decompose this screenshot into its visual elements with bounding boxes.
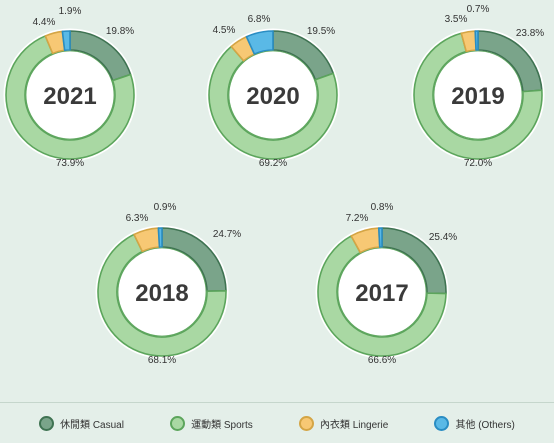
pct-label-others-2021: 1.9% <box>59 6 82 17</box>
year-label-2017: 2017 <box>355 280 408 307</box>
slice-sports-2017 <box>317 235 447 357</box>
pct-label-casual-2019: 23.8% <box>516 28 544 39</box>
pct-label-lingerie-2021: 4.4% <box>33 17 56 28</box>
pct-label-lingerie-2019: 3.5% <box>445 14 468 25</box>
pct-label-others-2018: 0.9% <box>154 202 177 213</box>
donut-center <box>117 247 207 337</box>
pct-label-casual-2018: 24.7% <box>213 229 241 240</box>
donut-center <box>433 50 523 140</box>
year-label-2021: 2021 <box>43 83 96 110</box>
donut-center <box>25 50 115 140</box>
legend-item-lingerie: 內衣類 Lingerie <box>298 416 389 431</box>
year-label-2019: 2019 <box>451 83 504 110</box>
legend-divider <box>0 402 554 403</box>
pct-label-sports-2019: 72.0% <box>464 158 492 169</box>
slice-others-2021 <box>61 30 71 52</box>
year-label-2020: 2020 <box>246 83 299 110</box>
legend-swatch-sports <box>170 416 186 431</box>
pct-label-others-2020: 6.8% <box>248 14 271 25</box>
pct-label-casual-2020: 19.5% <box>307 26 335 37</box>
slice-others-2018 <box>157 227 163 248</box>
slice-others-2020 <box>245 30 274 55</box>
pct-label-others-2019: 0.7% <box>467 4 490 15</box>
legend-label-sports: 運動類 Sports <box>191 420 253 431</box>
legend-swatch-others <box>434 416 450 431</box>
legend-label-casual: 休閒類 Casual <box>60 420 124 431</box>
slice-sports-2018 <box>97 233 227 357</box>
donut-2017: 2017 25.4% 66.6% 7.2%0.8% <box>315 202 457 366</box>
pct-label-sports-2017: 66.6% <box>368 355 396 366</box>
slice-sports-2021 <box>5 35 135 160</box>
legend-item-sports: 運動類 Sports <box>170 416 253 431</box>
legend-swatch-lingerie <box>298 416 314 431</box>
pct-label-casual-2017: 25.4% <box>429 232 457 243</box>
pct-label-sports-2020: 69.2% <box>259 158 287 169</box>
pct-label-sports-2021: 73.9% <box>56 158 84 169</box>
legend-label-lingerie: 內衣類 Lingerie <box>319 420 389 431</box>
slice-sports-2020 <box>208 45 338 160</box>
pct-label-lingerie-2020: 4.5% <box>213 25 236 36</box>
donut-2019: 2019 23.8% 72.0% 3.5%0.7% <box>411 4 545 169</box>
legend-item-casual: 休閒類 Casual <box>39 416 124 431</box>
pct-label-sports-2018: 68.1% <box>148 355 176 366</box>
donut-center <box>228 50 318 140</box>
donut-2020: 2020 19.5% 69.2% 4.5% 6.8% <box>206 14 340 169</box>
donut-2021: 2021 19.8% 73.9% 4.4%1.9% <box>3 6 137 169</box>
slice-sports-2019 <box>413 32 543 160</box>
pct-label-lingerie-2018: 6.3% <box>126 213 149 224</box>
slice-others-2019 <box>474 30 479 51</box>
legend-label-others: 其他 (Others) <box>455 420 515 431</box>
pct-label-lingerie-2017: 7.2% <box>346 213 369 224</box>
pct-label-others-2017: 0.8% <box>371 202 394 213</box>
donut-chart-area: 2021 19.8% 73.9% 4.4%1.9% 2020 19.5% 69.2% 4.5%… <box>3 4 545 366</box>
legend-swatch-casual <box>39 416 55 431</box>
legend-item-others: 其他 (Others) <box>434 416 515 431</box>
legend: 休閒類 Casual 運動類 Sports 內衣類 Lingerie 其他 (O… <box>0 404 554 443</box>
slice-others-2017 <box>377 227 383 248</box>
pct-label-casual-2021: 19.8% <box>106 26 134 37</box>
donut-2018: 2018 24.7% 68.1% 6.3% 0.9% <box>95 202 241 366</box>
donut-center <box>337 247 427 337</box>
year-label-2018: 2018 <box>135 280 188 307</box>
